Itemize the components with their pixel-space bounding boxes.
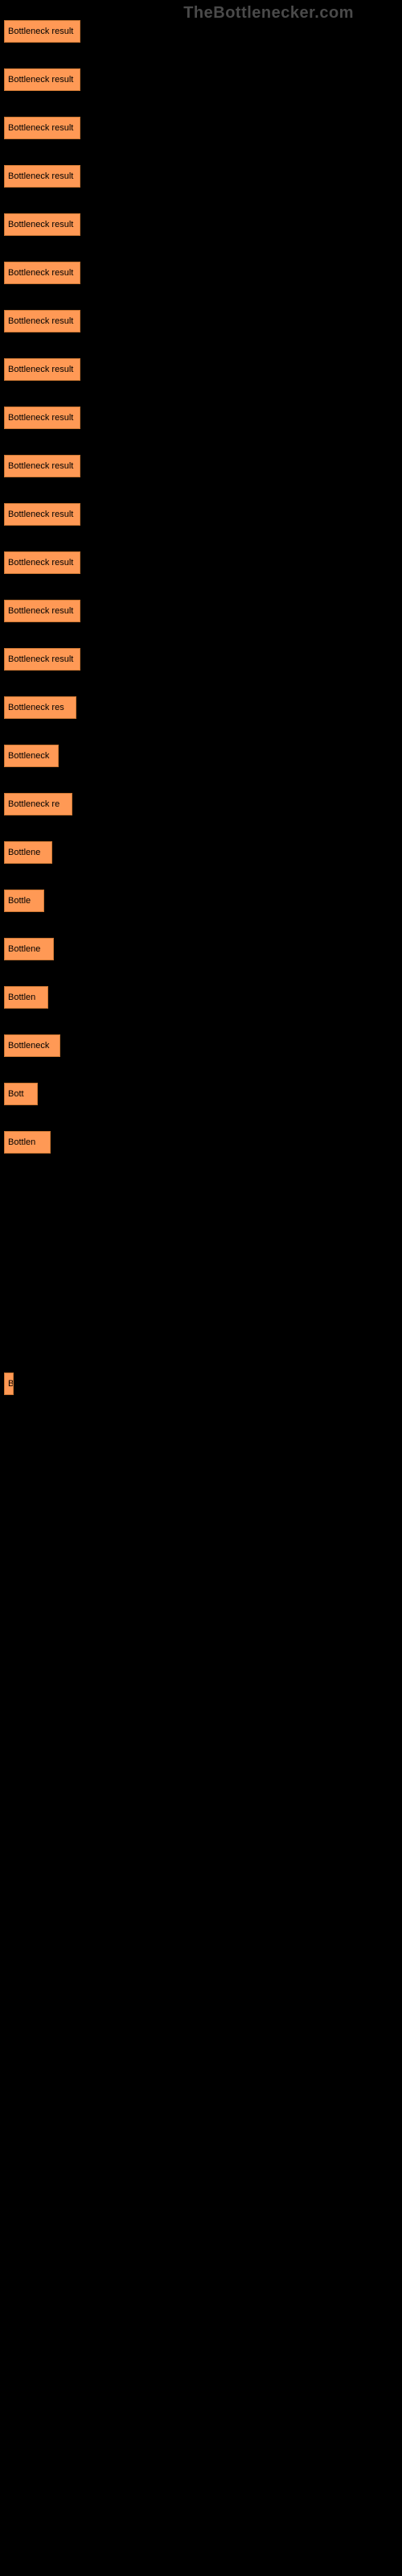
chart-bar: Bottleneck xyxy=(4,1034,60,1057)
bar-row: Bottleneck result xyxy=(4,503,402,526)
bar-row xyxy=(4,1517,402,1540)
chart-bar: Bottleneck result xyxy=(4,117,80,139)
bar-row: Bottlen xyxy=(4,986,402,1009)
bar-row xyxy=(4,1228,402,1250)
bar-row: Bott xyxy=(4,1083,402,1105)
chart-bar: Bottleneck result xyxy=(4,648,80,671)
chart-bar: Bottleneck result xyxy=(4,262,80,284)
chart-bar: Bottleneck xyxy=(4,745,59,767)
bar-row: Bottleneck result xyxy=(4,117,402,139)
chart-bar: Bottleneck result xyxy=(4,600,80,622)
bar-row xyxy=(4,1614,402,1637)
bar-row: Bottleneck result xyxy=(4,213,402,236)
chart-bar: B xyxy=(4,1373,14,1395)
chart-bar: Bottleneck result xyxy=(4,358,80,381)
bar-row: Bottleneck result xyxy=(4,407,402,429)
chart-bar: Bottlene xyxy=(4,938,54,960)
chart-bar: Bottleneck result xyxy=(4,213,80,236)
chart-bar: Bottleneck result xyxy=(4,165,80,188)
bar-row: Bottleneck result xyxy=(4,262,402,284)
bar-chart: Bottleneck result Bottleneck result Bottle… xyxy=(0,0,402,1637)
chart-bar: Bottleneck result xyxy=(4,455,80,477)
bar-row: Bottleneck result xyxy=(4,648,402,671)
bar-row: Bottlen xyxy=(4,1131,402,1154)
chart-bar: Bottlen xyxy=(4,986,48,1009)
chart-bar: Bottleneck result xyxy=(4,551,80,574)
bar-row: Bottleneck result xyxy=(4,165,402,188)
chart-bar: Bottleneck re xyxy=(4,793,72,815)
bar-row xyxy=(4,1276,402,1298)
chart-bar: Bottlen xyxy=(4,1131,51,1154)
bar-row: Bottleneck result xyxy=(4,310,402,332)
bar-row: Bottleneck xyxy=(4,745,402,767)
bar-row xyxy=(4,1421,402,1443)
chart-bar: Bott xyxy=(4,1083,38,1105)
chart-bar: Bottleneck result xyxy=(4,20,80,43)
chart-bar: Bottle xyxy=(4,890,44,912)
chart-bar: Bottleneck result xyxy=(4,503,80,526)
bar-row xyxy=(4,1179,402,1202)
bar-row: Bottlene xyxy=(4,938,402,960)
bar-row: Bottleneck re xyxy=(4,793,402,815)
bar-row: Bottleneck result xyxy=(4,358,402,381)
bar-row: Bottleneck result xyxy=(4,551,402,574)
bar-row: B xyxy=(4,1373,402,1395)
bar-row: Bottleneck result xyxy=(4,68,402,91)
chart-bar: Bottleneck result xyxy=(4,407,80,429)
bar-row: Bottleneck res xyxy=(4,696,402,719)
bar-row xyxy=(4,1566,402,1588)
bar-row: Bottleneck xyxy=(4,1034,402,1057)
chart-bar: Bottlene xyxy=(4,841,52,864)
chart-bar: Bottleneck result xyxy=(4,310,80,332)
bar-row: Bottlene xyxy=(4,841,402,864)
chart-bar: Bottleneck res xyxy=(4,696,76,719)
bar-row xyxy=(4,1324,402,1347)
bar-row: Bottleneck result xyxy=(4,455,402,477)
chart-bar: Bottleneck result xyxy=(4,68,80,91)
bar-row: Bottleneck result xyxy=(4,20,402,43)
bar-row: Bottle xyxy=(4,890,402,912)
bar-row xyxy=(4,1469,402,1492)
bar-row: Bottleneck result xyxy=(4,600,402,622)
